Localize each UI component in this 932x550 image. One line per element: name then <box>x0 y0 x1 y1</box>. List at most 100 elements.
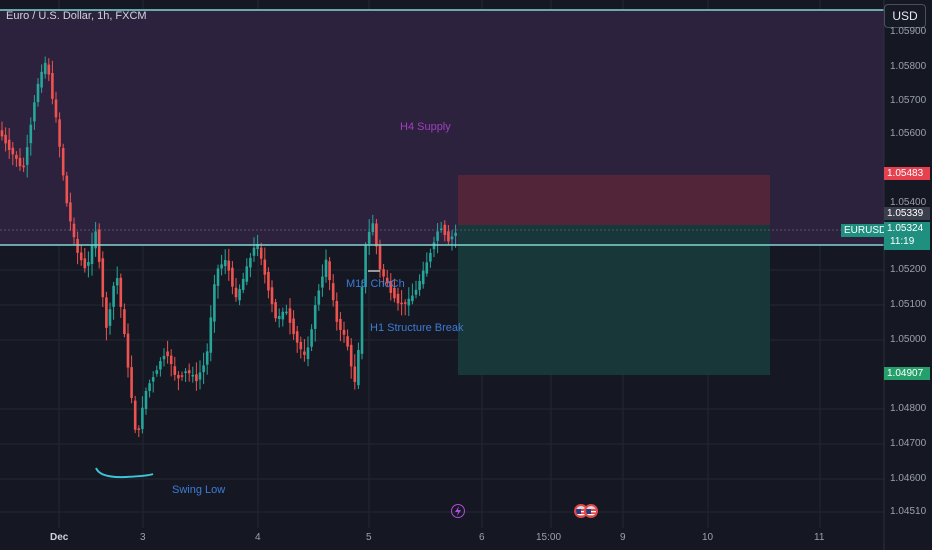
candle-body <box>371 223 375 232</box>
candle-body <box>29 124 33 144</box>
time-tick-label: 6 <box>479 532 485 543</box>
candle-body <box>108 309 112 326</box>
candle-body <box>61 148 65 176</box>
candle-body <box>328 261 331 281</box>
candle-body <box>393 287 396 299</box>
candle-body <box>454 232 457 236</box>
candle-body <box>15 154 18 159</box>
candle-body <box>76 238 79 253</box>
price-tick-label: 1.05400 <box>890 197 927 208</box>
candle-body <box>447 231 450 242</box>
price-tick-label: 1.04800 <box>890 403 927 414</box>
h1-structure-break-label: H1 Structure Break <box>370 322 464 334</box>
candle-body <box>0 130 4 137</box>
candle-body <box>195 374 198 382</box>
candle-body <box>346 336 349 347</box>
candle-body <box>407 298 411 306</box>
candle-body <box>18 157 22 167</box>
candle-body <box>249 257 252 268</box>
price-axis-background <box>884 0 932 550</box>
time-tick-label: 9 <box>620 532 626 543</box>
lightning-icon[interactable] <box>451 504 465 518</box>
candle-body <box>43 62 47 75</box>
candle-body <box>123 309 126 335</box>
candle-body <box>425 262 429 274</box>
candle-body <box>216 268 220 286</box>
time-tick-label: 15:00 <box>536 532 562 543</box>
candle-body <box>33 102 36 122</box>
candle-body <box>245 266 249 282</box>
candle-body <box>418 280 421 290</box>
candle-body <box>54 99 58 118</box>
time-tick-label: 11 <box>814 532 825 543</box>
time-tick-label: 5 <box>366 532 372 543</box>
candle-body <box>299 341 303 350</box>
swing-low-label: Swing Low <box>172 484 226 496</box>
candle-body <box>105 297 108 328</box>
us-flag-icon[interactable] <box>584 504 598 518</box>
candle-body <box>411 295 414 302</box>
candle-body <box>126 333 130 368</box>
candle-body <box>263 259 267 275</box>
candle-body <box>51 73 54 99</box>
candle-body <box>436 231 439 241</box>
entry-price-badge: 1.05339 <box>884 207 930 220</box>
candle-body <box>151 377 155 382</box>
candle-body <box>238 289 241 301</box>
candle-body <box>396 293 400 304</box>
candle-body <box>94 231 97 249</box>
candle-body <box>231 267 234 287</box>
candle-body <box>421 270 425 285</box>
symbol-badge: EURUSD <box>841 224 886 237</box>
candle-body <box>36 83 40 103</box>
candle-body <box>321 276 324 288</box>
candle-body <box>450 236 454 240</box>
time-tick-label: 10 <box>702 532 714 543</box>
candle-body <box>403 302 407 304</box>
candle-body <box>220 264 223 269</box>
candle-body <box>310 329 313 347</box>
stop-loss-zone <box>458 175 770 225</box>
candle-body <box>180 375 184 377</box>
candle-body <box>209 317 213 353</box>
candle-body <box>295 331 299 343</box>
target-price-badge: 1.04907 <box>884 367 930 380</box>
candle-body <box>159 361 162 370</box>
candle-body <box>288 308 292 323</box>
candle-body <box>382 269 385 277</box>
take-profit-zone <box>458 225 770 375</box>
candle-body <box>79 252 83 261</box>
candle-body <box>414 289 418 295</box>
candle-body <box>191 374 195 377</box>
candle-body <box>357 350 360 386</box>
candle-body <box>166 351 169 357</box>
countdown-badge: 11:19 <box>890 236 915 247</box>
candle-body <box>4 134 7 144</box>
candle-body <box>353 366 357 382</box>
candle-body <box>256 243 259 250</box>
candle-body <box>87 262 90 266</box>
candle-body <box>277 316 281 320</box>
candle-body <box>274 302 277 319</box>
candle-body <box>313 305 317 329</box>
time-tick-label: 4 <box>255 532 261 543</box>
h4-supply-label: H4 Supply <box>400 121 451 133</box>
candle-body <box>213 284 216 322</box>
candle-body <box>22 165 25 168</box>
candle-body <box>65 175 69 204</box>
swing-low-curve <box>95 467 154 479</box>
candle-body <box>119 277 123 307</box>
candle-body <box>115 278 119 286</box>
candle-body <box>144 391 148 409</box>
candle-body <box>47 64 51 75</box>
candle-body <box>270 287 274 305</box>
candle-body <box>198 372 202 380</box>
price-tick-label: 1.04700 <box>890 438 927 449</box>
price-tick-label: 1.05800 <box>890 61 927 72</box>
time-tick-label: Dec <box>50 532 69 543</box>
candle-body <box>259 247 263 259</box>
currency-button[interactable]: USD <box>884 4 926 28</box>
candle-body <box>202 365 205 373</box>
candle-body <box>335 301 339 322</box>
